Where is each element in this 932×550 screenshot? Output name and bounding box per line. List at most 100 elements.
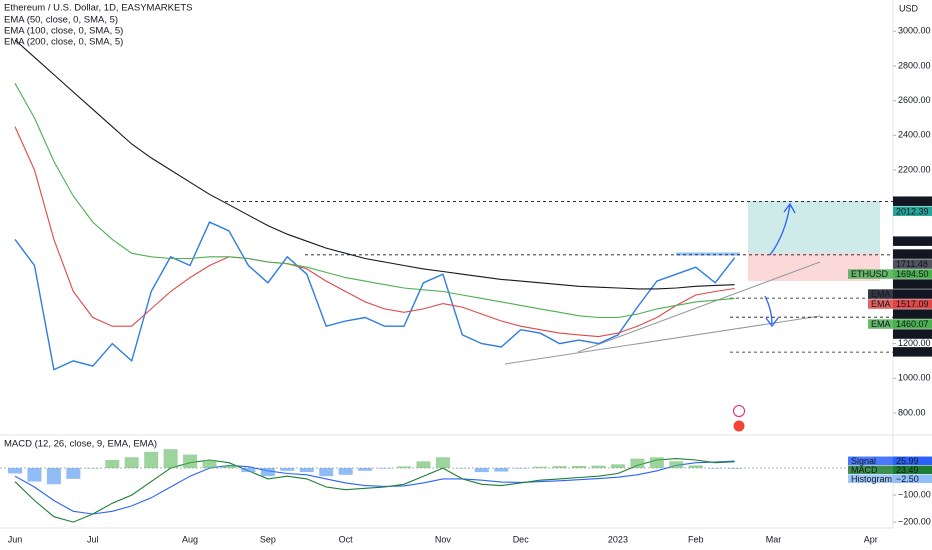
price-tag xyxy=(893,309,932,319)
up-arrow xyxy=(769,204,791,256)
x-tick-label: Sep xyxy=(260,534,276,544)
histogram-bar xyxy=(105,459,120,469)
event-icon[interactable] xyxy=(733,405,745,417)
histogram-bar xyxy=(260,468,275,477)
y-tick-label: 3000.00 xyxy=(898,26,931,36)
x-tick-label: 2023 xyxy=(608,534,628,544)
histogram-bar xyxy=(27,468,42,482)
y-tick-label: 2200.00 xyxy=(898,164,931,174)
price-tag-label: 1788.77 xyxy=(896,236,929,246)
histogram-bar xyxy=(183,454,198,469)
profit-zone xyxy=(748,201,880,253)
histogram-bar xyxy=(572,465,587,469)
histogram-bar xyxy=(552,466,567,469)
price-tag xyxy=(893,279,932,289)
y-tick-label: 2800.00 xyxy=(898,60,931,70)
series-line xyxy=(14,460,735,515)
histogram-bar xyxy=(338,468,353,475)
histogram-bar xyxy=(669,461,684,469)
histogram-bar xyxy=(533,466,548,469)
series-line xyxy=(14,458,735,523)
trend-line xyxy=(577,261,821,353)
x-tick-label: Oct xyxy=(339,534,354,544)
x-tick-label: Jul xyxy=(87,534,99,544)
price-tag xyxy=(893,319,932,329)
price-tag xyxy=(893,259,932,269)
y-tick-label: 2400.00 xyxy=(898,130,931,140)
tag-name-box xyxy=(848,269,893,279)
histogram-bar xyxy=(85,468,100,469)
tag-name-box xyxy=(848,465,893,475)
histogram-bar xyxy=(708,468,723,469)
price-tag-label: 1517.09 xyxy=(896,299,929,309)
x-tick-label: Jun xyxy=(8,534,23,544)
tag-name: EMA xyxy=(871,319,891,329)
price-tag-label: 1694.50 xyxy=(896,269,929,279)
trend-line xyxy=(504,315,821,365)
series-line xyxy=(14,221,736,371)
histogram-bar xyxy=(649,457,664,469)
price-tag-label: 1550.28 xyxy=(896,279,929,289)
histogram-bar xyxy=(241,468,256,473)
x-tick-label: Dec xyxy=(513,534,530,544)
histogram-bar xyxy=(474,468,489,473)
legend-entry: EMA (100, close, 0, SMA, 5) xyxy=(4,26,123,37)
tag-name: EMA xyxy=(871,299,891,309)
histogram-bar xyxy=(688,465,703,469)
price-tag-label: 25.99 xyxy=(896,456,919,466)
price-tag-label: 1714.39 xyxy=(896,249,929,259)
y-tick-label: 1200.00 xyxy=(898,338,931,348)
histogram-bar xyxy=(221,465,236,469)
price-tag-label: 2019.00 xyxy=(896,196,929,206)
histogram-bar xyxy=(8,468,22,474)
tag-name-box xyxy=(848,474,893,484)
price-tag xyxy=(893,206,932,216)
x-tick-label: Aug xyxy=(182,534,198,544)
price-tag xyxy=(893,249,932,259)
histogram-bar xyxy=(630,458,645,469)
tag-name-box xyxy=(868,289,893,299)
price-tag xyxy=(893,299,932,309)
histogram-bar xyxy=(727,468,742,469)
legend-entry: EMA (50, close, 0, SMA, 5) xyxy=(4,15,118,26)
price-tag-label: 1460.07 xyxy=(896,319,929,329)
histogram-bar xyxy=(455,468,470,469)
flag-icon[interactable] xyxy=(733,420,745,432)
price-tag-label: 1351.88 xyxy=(896,329,929,339)
macd-title: MACD (12, 26, close, 9, EMA, EMA) xyxy=(4,439,157,450)
tag-name: Histogram xyxy=(851,474,892,484)
histogram-bar xyxy=(202,459,217,469)
price-tag xyxy=(893,465,932,475)
y-tick-label: 2600.00 xyxy=(898,95,931,105)
price-tag-label: −2.50 xyxy=(896,474,919,484)
tag-name: Signal xyxy=(851,456,876,466)
price-tag xyxy=(893,196,932,206)
price-tag xyxy=(893,329,932,339)
x-tick-label: Nov xyxy=(435,534,452,544)
y-axis-label: USD xyxy=(899,3,919,13)
histogram-bar xyxy=(280,468,295,471)
histogram-bar xyxy=(163,449,178,469)
histogram-bar xyxy=(124,457,139,469)
histogram-bar xyxy=(513,468,528,469)
tag-name-box xyxy=(868,319,893,329)
price-tag xyxy=(893,474,932,484)
legend-entry: EMA (200, close, 0, SMA, 5) xyxy=(4,37,123,48)
histogram-bar xyxy=(358,468,373,471)
price-tag-label: 2012.39 xyxy=(896,206,929,216)
histogram-bar xyxy=(66,468,81,479)
price-tag xyxy=(893,289,932,299)
tag-name-box xyxy=(868,299,893,309)
price-tag xyxy=(893,456,932,466)
down-arrow-head xyxy=(765,317,779,328)
price-tag-label: 1538.95 xyxy=(896,289,929,299)
histogram-bar xyxy=(319,468,334,477)
price-tag-label: 23.49 xyxy=(896,465,919,475)
histogram-bar xyxy=(144,451,159,469)
x-tick-label: Feb xyxy=(688,534,704,544)
histogram-bar xyxy=(435,457,450,469)
price-tag-label: 1711.48 xyxy=(896,259,928,269)
price-tag-label: 1462.00 xyxy=(896,309,929,319)
x-tick-label: Mar xyxy=(766,534,782,544)
